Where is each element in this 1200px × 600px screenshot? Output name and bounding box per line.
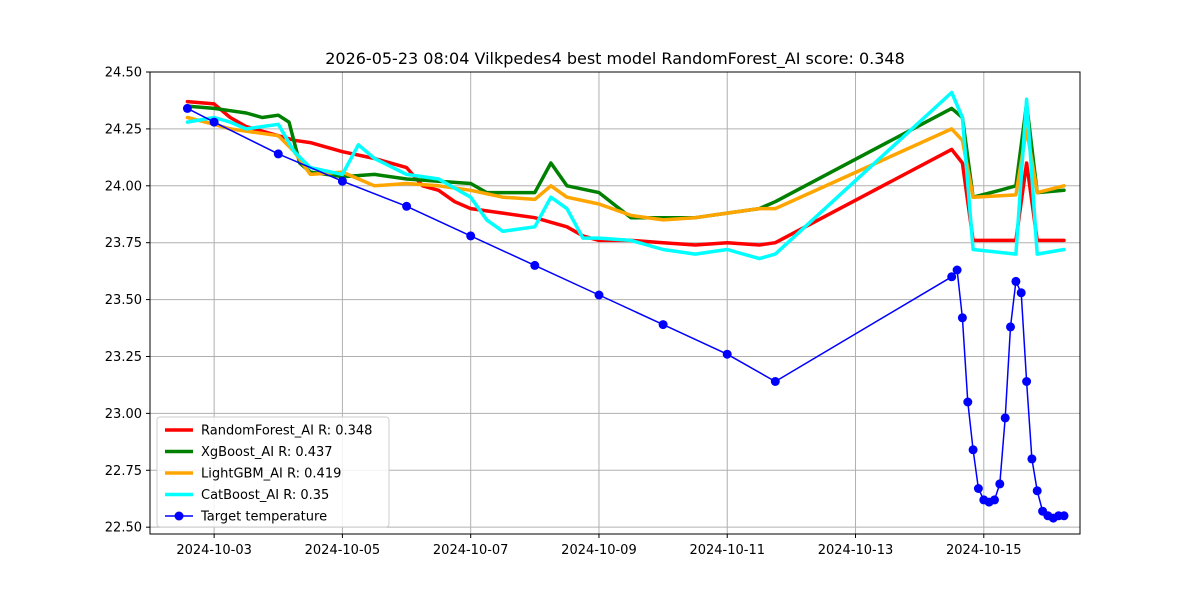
target-point (1006, 322, 1015, 332)
chart-title: 2026-05-23 08:04 Vilkpedes4 best model R… (325, 49, 905, 69)
target-point (402, 201, 412, 211)
target-point (1032, 486, 1042, 496)
target-point (957, 313, 967, 323)
target-point (968, 445, 978, 455)
target-point (594, 290, 604, 300)
y-tick-label: 22.50 (105, 521, 142, 536)
target-point (990, 495, 999, 505)
target-point (1016, 288, 1026, 298)
target-point (466, 231, 476, 241)
y-axis: 22.50 22.75 23.00 23.25 23.50 23.75 24.00 24.25… (105, 66, 150, 536)
target-point (1022, 377, 1032, 386)
y-tick-label: 24.25 (105, 122, 142, 137)
x-axis: 2024-10-03 2024-10-05 2024-10-07 2024-10-09… (176, 534, 1022, 558)
target-point (182, 103, 192, 113)
target-point (722, 349, 732, 359)
x-tick-label: 2024-10-05 (305, 543, 381, 558)
legend-marker (174, 511, 184, 521)
legend-label-0: RandomForest_AI R: 0.348 (201, 424, 372, 439)
x-tick-label: 2024-10-09 (561, 543, 637, 558)
target-point (1059, 511, 1069, 521)
y-tick-label: 23.00 (105, 407, 142, 422)
target-point (947, 272, 957, 282)
y-tick-label: 23.50 (105, 293, 142, 308)
legend: RandomForest_AI R: 0.348 XgBoost_AI R: 0.… (156, 416, 390, 528)
series-layer (182, 90, 1069, 523)
target-point (530, 260, 540, 270)
y-tick-label: 24.00 (105, 179, 142, 194)
target-point (1011, 276, 1021, 286)
legend-label-1: XgBoost_AI R: 0.437 (201, 445, 333, 460)
legend-label-4: Target temperature (200, 510, 327, 525)
y-tick-label: 24.50 (105, 66, 142, 81)
target-point (337, 176, 347, 186)
target-point (273, 149, 283, 159)
grid (150, 71, 1080, 534)
target-point (995, 479, 1005, 489)
series-line-0 (185, 99, 1066, 247)
target-point (658, 320, 668, 330)
legend-label-2: LightGBM_AI R: 0.419 (201, 467, 341, 482)
plot-frame (149, 71, 1081, 535)
x-tick-label: 2024-10-13 (818, 543, 894, 558)
y-tick-label: 23.25 (105, 350, 142, 365)
target-point (770, 377, 780, 386)
series-line-1 (185, 102, 1066, 220)
x-tick-label: 2024-10-11 (689, 543, 765, 558)
legend-label-3: CatBoost_AI R: 0.35 (201, 488, 329, 503)
x-tick-label: 2024-10-03 (176, 543, 252, 558)
target-point (1027, 454, 1037, 464)
legend-box (156, 416, 390, 528)
x-tick-label: 2024-10-15 (946, 543, 1022, 558)
target-point (952, 265, 962, 275)
y-tick-label: 23.75 (105, 236, 142, 251)
target-point (963, 397, 973, 407)
series-line-3 (185, 90, 1066, 261)
target-point (1000, 413, 1010, 423)
target-point (209, 117, 219, 127)
y-tick-label: 22.75 (105, 464, 142, 479)
x-tick-label: 2024-10-07 (433, 543, 509, 558)
target-point (973, 484, 983, 493)
